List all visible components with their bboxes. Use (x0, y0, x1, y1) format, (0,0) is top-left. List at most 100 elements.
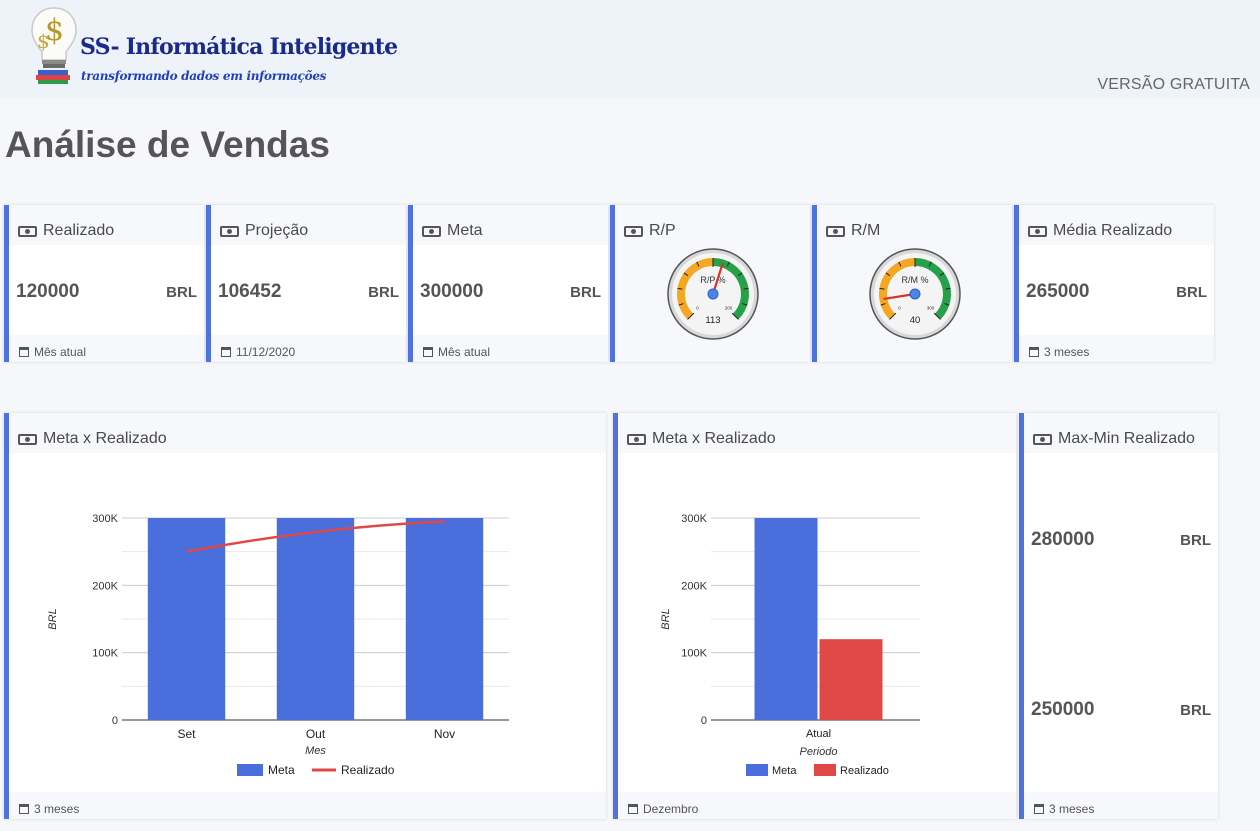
kpi-unit: BRL (1176, 284, 1207, 301)
gauge-tick (743, 287, 749, 290)
card-footer: 3 meses (9, 792, 606, 819)
y-tick-label: 300K (681, 513, 707, 525)
card-header: Meta x Realizado (9, 413, 606, 453)
gauge-value: 113 (705, 315, 720, 326)
gauge-label: R/P % (700, 275, 725, 285)
kpi-value: 300000 (420, 281, 484, 302)
card-header: Realizado (9, 205, 204, 245)
svg-text:$: $ (37, 29, 50, 53)
kpi-card-realizado: Realizado 120000 BRL Mês atual (4, 205, 204, 362)
card-header: Meta x Realizado (618, 413, 1016, 453)
gauge-tick (683, 272, 689, 277)
x-tick-label: Nov (434, 727, 455, 741)
gauge-tick (885, 272, 891, 277)
y-axis-title: BRL (660, 608, 672, 629)
kpi-card-meta: Meta 300000 BRL Mês atual (408, 205, 608, 362)
kpi-unit: BRL (570, 284, 601, 301)
chart-card-meta-realizado-period: Meta x Realizado 0 100K 200K 300K BRL Atual Pe… (613, 413, 1016, 819)
gauge-band-orange (677, 258, 713, 320)
gauge-tick (731, 312, 739, 320)
card-header: Média Realizado (1019, 205, 1214, 245)
max-value: 280000 (1031, 529, 1095, 550)
gauge-value: 40 (910, 315, 921, 326)
gauge-band-green (713, 258, 749, 320)
brand-name: SS- Informática Inteligente (80, 34, 398, 60)
legend-label-realizado: Realizado (840, 765, 889, 777)
bar-realizado (819, 639, 883, 720)
card-title: Média Realizado (1053, 222, 1173, 239)
card-header: Meta (413, 205, 608, 245)
legend-label-realizado: Realizado (341, 763, 395, 777)
page-title: Análise de Vendas (5, 124, 330, 165)
gauge-tick (944, 303, 950, 306)
x-tick-label: Set (177, 727, 196, 741)
card-footer-label: Dezembro (643, 802, 699, 816)
y-tick-label: 100K (681, 648, 707, 660)
legend-swatch-meta (237, 764, 263, 776)
calendar-icon (423, 347, 433, 357)
card-footer: 3 meses (1019, 335, 1214, 362)
card-footer: 11/12/2020 (211, 335, 406, 362)
maxmin-card: Max-Min Realizado 280000 BRL 250000 BRL … (1019, 413, 1218, 819)
line-realizado (186, 520, 445, 553)
gauge-min-label: 0 (696, 306, 699, 311)
calendar-icon (19, 804, 29, 814)
x-tick-label: Out (306, 727, 326, 741)
y-tick-label: 200K (681, 580, 707, 592)
lightbulb-logo-icon: $ $ (31, 7, 77, 84)
gauge-hub (909, 288, 921, 300)
gauge-tick (677, 287, 683, 290)
card-header: Projeção (211, 205, 406, 245)
chart-area: 0 100K 200K 300K BRL Atual Periodo Meta Realizad… (653, 454, 983, 784)
calendar-icon (1034, 804, 1044, 814)
meta-realizado-chart: 0 100K 200K 300K BRL Set Out Nov Mes Meta Realizad… (47, 513, 509, 777)
money-bill-icon (1028, 225, 1047, 237)
gauge-label: R/M % (902, 275, 929, 285)
max-unit: BRL (1180, 532, 1211, 549)
gauge-tick (678, 303, 684, 306)
gauge-tick (742, 303, 748, 306)
money-bill-icon (1033, 433, 1052, 445)
gauge-tick (737, 272, 743, 277)
money-bill-icon (18, 433, 37, 445)
min-unit: BRL (1180, 702, 1211, 719)
gauge-tick (945, 287, 951, 290)
money-bill-icon (624, 225, 643, 237)
gauge-rp: 0 200 R/P % 113 (667, 248, 759, 340)
money-bill-icon (220, 225, 239, 237)
x-axis-title: Periodo (800, 746, 838, 758)
card-footer: Mês atual (9, 335, 204, 362)
gauge-rm: 0 300 R/M % 40 (869, 248, 961, 340)
card-title: Meta (447, 222, 483, 239)
gauge-tick (687, 312, 695, 320)
card-footer: 3 meses (1024, 792, 1218, 819)
card-header: Max-Min Realizado (1024, 413, 1218, 453)
bar-meta (405, 518, 484, 720)
money-bill-icon (18, 225, 37, 237)
version-label: VERSÃO GRATUITA (1097, 76, 1250, 93)
card-footer-label: Mês atual (438, 345, 491, 359)
gauge-max-label: 200 (725, 306, 733, 311)
card-footer-label: 3 meses (34, 802, 80, 816)
card-title: Meta x Realizado (43, 430, 167, 447)
gauge-tick (898, 261, 902, 267)
gauge-tick (928, 261, 932, 267)
x-tick-label: Atual (806, 728, 831, 740)
legend-swatch-realizado (814, 764, 836, 776)
kpi-value: 120000 (16, 281, 80, 302)
brand-tagline: transformando dados em informações (81, 69, 327, 83)
card-footer: Dezembro (618, 792, 1016, 819)
calendar-icon (1029, 347, 1039, 357)
card-footer-label: Mês atual (34, 345, 87, 359)
y-tick-label: 300K (92, 513, 118, 525)
y-tick-label: 0 (112, 715, 118, 727)
card-title: Meta x Realizado (652, 430, 776, 447)
legend-label-meta: Meta (772, 765, 797, 777)
calendar-icon (221, 347, 231, 357)
kpi-value: 106452 (218, 281, 282, 302)
gauge-card-rp: R/P 0 200 R/P % 113 (610, 205, 810, 362)
bar-meta (754, 518, 818, 720)
gauge-tick (726, 261, 730, 267)
gauge-band-green (915, 258, 951, 320)
gauge-hub (707, 288, 719, 300)
